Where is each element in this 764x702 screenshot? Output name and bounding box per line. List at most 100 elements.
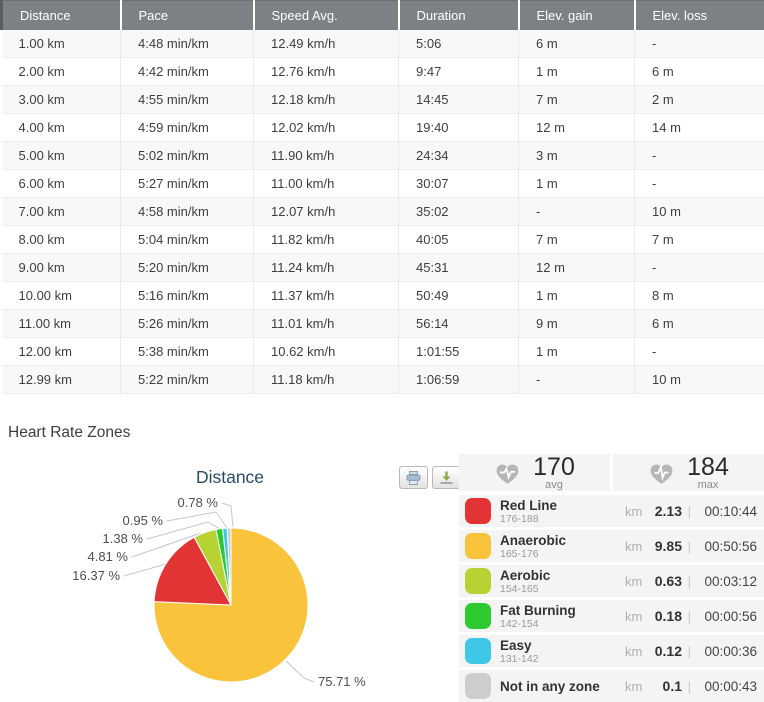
table-cell: 4:55 min/km [120,85,254,114]
zone-range: 176-188 [500,512,539,525]
laps-table-header: Distance Pace Speed Avg. Duration Elev. gain… [0,0,764,30]
heart-rate-panel: 170 avg 184 max Red Line 176-188 km 2.13 | 00… [459,454,764,702]
table-cell: 5:26 min/km [120,309,254,338]
zone-separator: | [687,643,691,659]
pie-slice-red-line[interactable] [153,536,232,606]
table-cell: 4:42 min/km [120,57,254,86]
avg-hr-label: avg [545,478,563,491]
table-cell: - [634,141,764,170]
table-cell: 12.00 km [1,337,121,366]
column-header: Speed Avg. [252,0,399,30]
table-cell: 7.00 km [1,197,121,226]
zone-unit: km [625,608,643,624]
print-button[interactable] [399,466,428,489]
table-cell: 8.00 km [1,225,121,254]
pie-label: 0.95 % [123,513,164,528]
pie-slice-not-in-any-zone[interactable] [226,527,232,606]
table-row: 1.00 km 4:48 min/km 12.49 km/h 5:06 6 m- [1,30,764,58]
zone-row-easy: Easy 131-142 km 0.12 | 00:00:36 [459,635,764,667]
zone-distance-value: 2.13 [654,503,682,519]
zone-distance-value: 0.12 [654,643,682,659]
table-cell: 12 m [518,113,635,142]
table-cell: 11.18 km/h [253,365,399,394]
pie-label-connector [146,521,221,540]
table-cell: 9:47 [398,57,519,86]
zone-color-swatch [465,638,491,664]
zone-time: 00:00:43 [704,678,757,694]
table-cell: 2 m [634,85,764,114]
zone-range: 142-154 [500,617,539,630]
table-cell: 14:45 [398,85,519,114]
pie-label: 75.71 % [318,674,366,689]
table-cell: 5:22 min/km [120,365,254,394]
zone-unit: km [625,538,643,554]
table-cell: 10 m [634,365,764,394]
table-cell: 12.76 km/h [253,57,399,86]
table-cell: 30:07 [398,169,519,198]
avg-hr-cell: 170 avg [459,454,610,491]
zone-unit: km [625,643,643,659]
zone-color-swatch [465,498,491,524]
laps-table: Distance Pace Speed Avg. Duration Elev. gain… [0,0,764,394]
table-cell: 3 m [518,141,635,170]
table-row: 9.00 km 5:20 min/km 11.24 km/h 45:31 12 m- [1,253,764,282]
section-title: Heart Rate Zones [8,424,131,441]
column-header: Elev. gain [517,0,635,30]
zone-row-red-line: Red Line 176-188 km 2.13 | 00:10:44 [459,495,764,527]
table-cell: 7 m [518,85,635,114]
pie-slices[interactable] [153,527,309,683]
zone-separator: | [687,608,691,624]
pie-label-connector [166,511,228,529]
zone-row-not-in-any-zone: Not in any zone km 0.1 | 00:00:43 [459,670,764,702]
table-cell: 14 m [634,113,764,142]
heart-pulse-icon [650,463,673,484]
table-cell: 12 m [518,253,635,282]
table-cell: - [634,253,764,282]
table-cell: 2.00 km [1,57,121,86]
table-cell: 4:48 min/km [120,30,254,58]
zone-unit: km [625,678,643,694]
zone-name: Red Line [500,497,558,513]
table-cell: 5:06 [398,30,519,58]
table-cell: 11.00 km/h [253,169,399,198]
table-cell: 11.37 km/h [253,281,399,310]
table-cell: 3.00 km [1,85,121,114]
zone-time: 00:10:44 [704,503,757,519]
table-cell: 7 m [634,225,764,254]
download-button[interactable] [432,466,461,489]
zone-name: Fat Burning [500,602,576,618]
table-cell: 8 m [634,281,764,310]
table-cell: 35:02 [398,197,519,226]
zone-row-anaerobic: Anaerobic 165-176 km 9.85 | 00:50:56 [459,530,764,562]
table-row: 12.99 km 5:22 min/km 11.18 km/h 1:06:59-10 … [1,365,764,394]
table-cell: 5.00 km [1,141,121,170]
distance-pie-chart: Distance 75.71 % 16.37 % 4.81 % 1.38 % 0.95 … [72,467,366,689]
pie-label: 1.38 % [103,531,144,546]
heart-pulse-icon [496,463,519,484]
zone-color-swatch [465,673,491,699]
table-cell: 1:06:59 [398,365,519,394]
table-cell: 12.07 km/h [253,197,399,226]
hr-summary: 170 avg 184 max [459,454,764,491]
table-cell: 12.49 km/h [253,30,399,58]
table-cell: 50:49 [398,281,519,310]
table-cell: 4:58 min/km [120,197,254,226]
pie-label: 4.81 % [88,549,129,564]
table-cell: 12.18 km/h [253,85,399,114]
zone-separator: | [687,573,691,589]
table-cell: 5:27 min/km [120,169,254,198]
column-header: Duration [397,0,519,30]
max-hr-value: 184 [687,454,729,481]
table-cell: 5:20 min/km [120,253,254,282]
table-cell: 12.99 km [1,365,121,394]
zone-separator: | [687,538,691,554]
table-cell: 5:16 min/km [120,281,254,310]
zone-distance-value: 0.63 [654,573,682,589]
zone-time: 00:00:56 [704,608,757,624]
table-cell: 4.00 km [1,113,121,142]
zone-time: 00:50:56 [704,538,757,554]
pie-label: 16.37 % [72,568,120,583]
